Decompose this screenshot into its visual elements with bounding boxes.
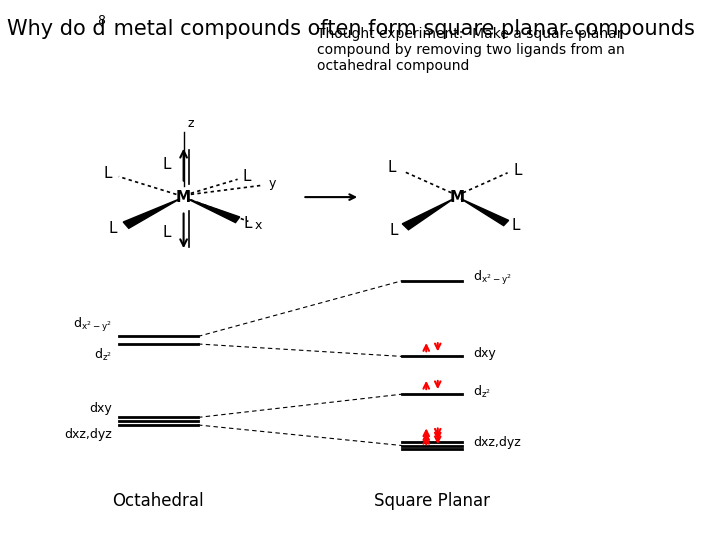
Text: dxy: dxy (473, 347, 496, 360)
Text: L: L (387, 160, 396, 175)
Polygon shape (461, 199, 508, 226)
Text: y: y (269, 177, 276, 190)
Text: L: L (162, 157, 171, 172)
Text: dxz,dyz: dxz,dyz (473, 436, 521, 449)
Text: dxy: dxy (89, 402, 112, 415)
Text: Why do d: Why do d (7, 19, 106, 39)
Polygon shape (402, 199, 454, 230)
Text: M: M (176, 190, 192, 205)
Text: L: L (243, 215, 252, 231)
Text: 8: 8 (97, 14, 105, 26)
Text: dxz,dyz: dxz,dyz (64, 428, 112, 441)
Text: L: L (162, 225, 171, 240)
Text: L: L (243, 169, 251, 184)
Text: $\mathsf{d_{z^2}}$: $\mathsf{d_{z^2}}$ (473, 383, 491, 400)
Text: Square Planar: Square Planar (374, 492, 490, 510)
Text: $\mathsf{d_{x^2-y^2}}$: $\mathsf{d_{x^2-y^2}}$ (73, 316, 112, 334)
Polygon shape (123, 199, 180, 228)
Text: Octahedral: Octahedral (112, 492, 204, 510)
Text: L: L (109, 221, 117, 236)
Text: z: z (187, 117, 194, 130)
Polygon shape (187, 199, 240, 222)
Text: L: L (103, 166, 112, 181)
Text: x: x (254, 219, 261, 232)
Text: $\mathsf{d_{x^2-y^2}}$: $\mathsf{d_{x^2-y^2}}$ (473, 269, 512, 287)
Text: L: L (512, 218, 521, 233)
Text: Thought experiment:  Make a square planar
compound by removing two ligands from : Thought experiment: Make a square planar… (317, 27, 624, 73)
Text: M: M (449, 190, 465, 205)
Text: L: L (390, 223, 398, 238)
Text: metal compounds often form square planar compounds: metal compounds often form square planar… (107, 19, 694, 39)
Text: L: L (513, 163, 522, 178)
Text: $\mathsf{d_{z^2}}$: $\mathsf{d_{z^2}}$ (94, 347, 112, 363)
